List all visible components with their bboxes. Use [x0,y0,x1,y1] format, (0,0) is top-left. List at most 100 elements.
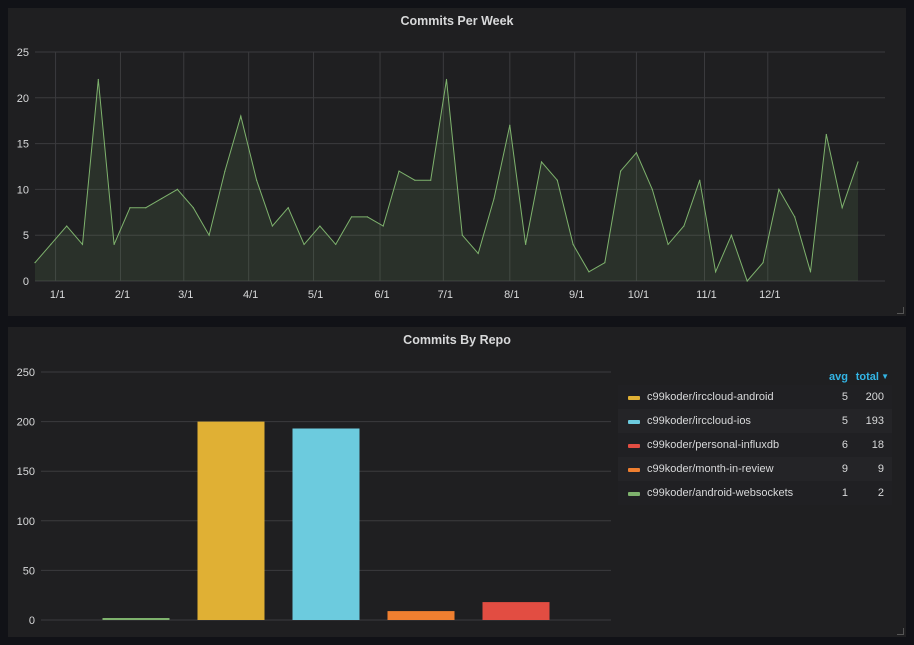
y-tick-label: 15 [17,139,29,151]
series-area [35,79,858,281]
data-point [224,170,226,172]
data-point [477,252,479,255]
x-tick-label: 11/1 [696,289,717,301]
legend-total-header[interactable]: total [855,371,879,383]
legend-color-swatch[interactable] [628,468,640,472]
y-tick-label: 25 [17,47,29,59]
bar-android-websockets [102,618,170,620]
data-point [271,225,274,227]
legend-avg-value: 1 [841,487,848,499]
legend-row[interactable]: c99koder/android-websockets 1 2 [618,481,892,505]
legend-color-swatch[interactable] [628,420,640,424]
data-point [208,234,210,236]
data-point [651,188,653,190]
bar-irccloud-android [197,421,265,620]
data-point [588,271,590,273]
data-point [572,243,574,245]
y-tick-label: 5 [23,230,29,242]
data-point [493,197,495,200]
legend-total-value: 193 [865,415,884,427]
x-tick-label: 6/1 [374,289,389,301]
y-tick-label: 50 [23,565,35,577]
x-tick-label: 9/1 [569,289,584,301]
legend-color-swatch[interactable] [628,492,640,496]
data-point [667,243,669,245]
legend-table: avg total ▼ c99koder/irccloud-android 5 20… [618,367,892,505]
data-point [857,161,859,163]
data-point [635,152,638,154]
legend-avg-header[interactable]: avg [829,371,848,383]
data-point [34,262,36,264]
data-point [699,179,701,181]
x-tick-label: 5/1 [308,289,323,301]
data-point [809,271,812,273]
legend-color-swatch[interactable] [628,444,640,448]
panel-title[interactable]: Commits By Repo [403,333,511,347]
resize-handle[interactable] [897,628,904,635]
legend-series-name[interactable]: c99koder/android-websockets [647,487,794,499]
data-point [714,271,717,273]
data-point [335,243,337,245]
y-tick-label: 10 [17,184,29,196]
data-point [794,216,796,218]
x-tick-label: 10/1 [628,289,649,301]
data-point [509,124,511,126]
bar-irccloud-ios [292,428,360,620]
legend-series-name[interactable]: c99koder/personal-influxdb [647,439,780,451]
panel-title[interactable]: Commits Per Week [400,14,514,28]
data-point [619,170,622,172]
data-point [556,179,558,181]
y-tick-label: 150 [17,466,35,478]
data-point [287,207,289,209]
commits-by-repo-chart: 0 50 100 150 200 250 [17,367,611,627]
data-point [540,161,543,163]
data-point [113,243,115,245]
legend-row[interactable]: c99koder/month-in-review 9 9 [618,457,892,481]
data-point [66,225,68,227]
data-point [825,133,827,136]
legend-total-value: 200 [865,391,884,403]
y-tick-label: 0 [23,276,29,288]
x-tick-label: 2/1 [115,289,130,301]
legend-series-name[interactable]: c99koder/month-in-review [647,463,774,475]
legend-row[interactable]: c99koder/irccloud-android 5 200 [618,385,892,409]
y-tick-label: 100 [17,516,35,528]
data-point [350,216,353,218]
legend-header: avg total ▼ [618,367,892,385]
data-point [778,188,780,190]
x-tick-label: 3/1 [178,289,193,301]
legend-row[interactable]: c99koder/irccloud-ios 5 193 [618,409,892,433]
y-tick-label: 250 [17,367,35,379]
legend-total-value: 2 [877,487,884,499]
legend-avg-value: 5 [841,391,848,403]
legend-series-name[interactable]: c99koder/irccloud-ios [647,415,751,427]
bar-month-in-review [387,611,455,620]
commits-by-repo-panel: Commits By Repo 0 50 100 150 200 250 avg tota… [8,327,906,637]
resize-handle[interactable] [897,307,904,314]
legend-row[interactable]: c99koder/personal-influxdb 6 18 [618,433,892,457]
caret-down-icon[interactable]: ▼ [881,372,889,381]
data-point [762,262,764,264]
data-point [81,243,84,245]
data-point [445,78,448,81]
bar-personal-influxdb [482,602,550,620]
data-point [414,179,416,181]
legend-avg-value: 9 [841,463,848,475]
legend-color-swatch[interactable] [628,396,640,400]
x-tick-label: 12/1 [759,289,780,301]
commits-per-week-panel: Commits Per Week 0 5 10 15 20 25 1/1 2/1 3/1 4/1 5… [8,8,906,316]
y-tick-label: 20 [17,93,29,105]
data-point [50,243,52,245]
data-point [161,197,163,200]
data-point [525,243,527,245]
data-point [319,225,321,227]
y-tick-label: 0 [29,615,35,627]
data-point [240,115,242,117]
legend-avg-value: 5 [841,415,848,427]
data-point [746,280,748,282]
legend-series-name[interactable]: c99koder/irccloud-android [647,391,774,403]
legend-total-value: 9 [877,463,884,475]
legend-total-value: 18 [871,439,884,451]
data-point [683,225,685,227]
data-point [461,234,463,236]
